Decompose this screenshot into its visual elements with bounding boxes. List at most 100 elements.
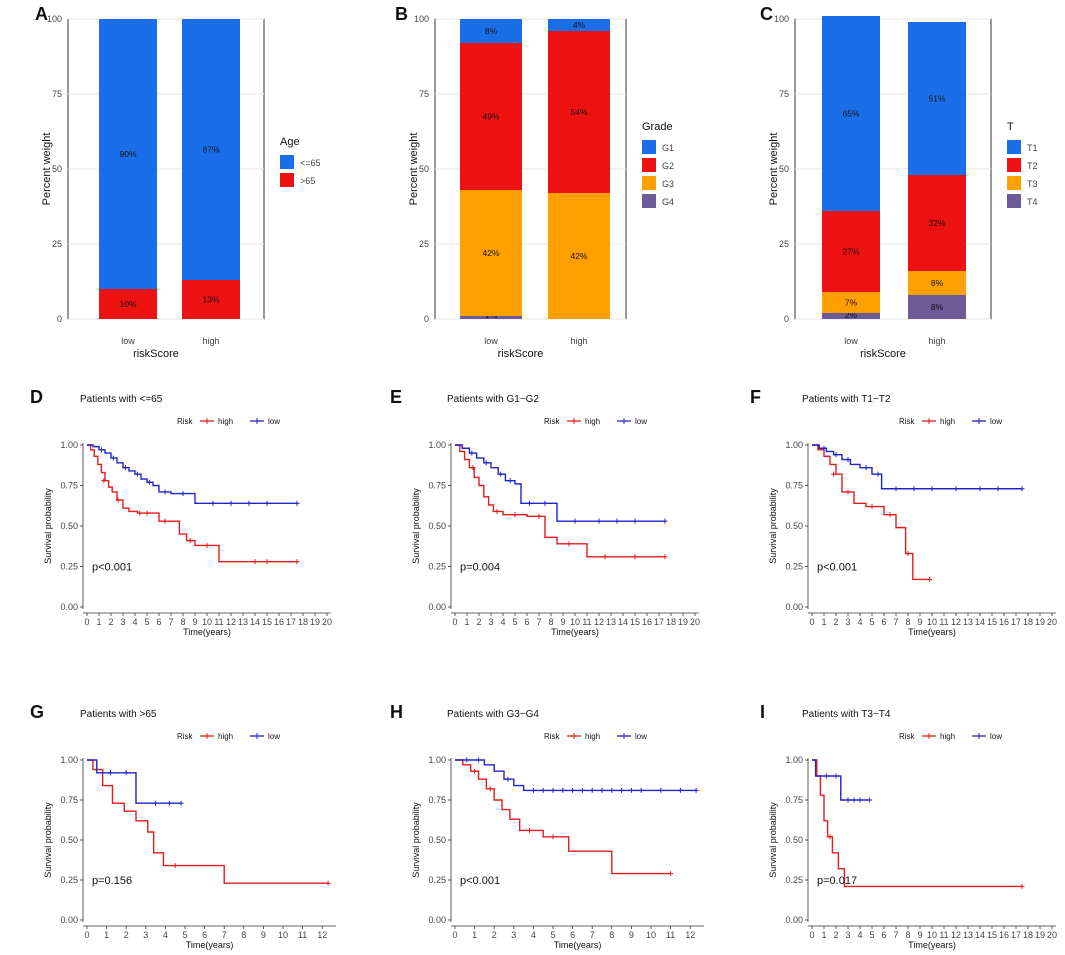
survival-curve-high <box>812 759 1022 888</box>
x-axis-title: Time(years) <box>183 627 231 637</box>
x-tick-label: 6 <box>881 930 886 940</box>
x-tick-label: 17 <box>654 617 664 627</box>
censor-mark <box>831 471 837 477</box>
censor-mark <box>472 768 478 774</box>
y-tick-label: 75 <box>779 89 789 99</box>
censor-mark <box>505 776 511 782</box>
y-tick-label: 0.00 <box>60 602 78 612</box>
legend-label: G2 <box>662 161 674 171</box>
y-axis-title: Survival probability <box>43 802 53 878</box>
censor-mark <box>98 447 104 453</box>
y-tick-label: 25 <box>52 239 62 249</box>
censor-mark <box>101 478 107 484</box>
x-tick-label: 6 <box>202 930 207 940</box>
panel-e: E Patients with G1−G2 Risk high low 0.00 0.25 0… <box>390 387 700 637</box>
x-tick-label: 4 <box>500 617 505 627</box>
data-label: 8% <box>931 278 944 288</box>
y-tick-label: 100 <box>47 14 62 24</box>
y-axis-title: Percent weight <box>41 133 53 206</box>
x-tick-label: 5 <box>550 930 555 940</box>
legend-swatch <box>1007 140 1021 154</box>
x-tick-label: 20 <box>1047 617 1057 627</box>
censor-mark <box>599 787 605 793</box>
censor-mark <box>632 554 638 560</box>
censor-mark <box>325 880 331 886</box>
censor-mark <box>869 504 875 510</box>
bar-segment <box>822 313 880 319</box>
x-tick-label: 2 <box>833 617 838 627</box>
x-tick-label: 0 <box>452 930 457 940</box>
y-tick-label: 25 <box>419 239 429 249</box>
data-label: 49% <box>482 112 499 122</box>
plot-title: Patients with G1−G2 <box>447 394 539 405</box>
y-tick-label: 0.50 <box>60 835 78 845</box>
censor-mark <box>172 863 178 869</box>
survival-curve-low <box>455 444 665 522</box>
x-tick-label: 11 <box>582 617 591 627</box>
x-tick-label: high <box>928 336 945 346</box>
legend-swatch <box>1007 158 1021 172</box>
legend-label: T4 <box>1027 197 1038 207</box>
x-tick-label: 10 <box>927 617 937 627</box>
censor-mark <box>662 518 668 524</box>
x-tick-label: 11 <box>214 617 223 627</box>
y-tick-label: 0.75 <box>428 795 446 805</box>
x-tick-label: 0 <box>84 930 89 940</box>
x-tick-label: 0 <box>452 617 457 627</box>
x-tick-label: 13 <box>606 617 616 627</box>
survival-curve-low <box>87 444 297 505</box>
data-label: 42% <box>482 248 499 258</box>
legend-label: T1 <box>1027 143 1038 153</box>
legend-title: Risk <box>544 732 561 741</box>
legend-label: T2 <box>1027 161 1038 171</box>
y-tick-label: 0.75 <box>60 795 78 805</box>
legend-label: T3 <box>1027 179 1038 189</box>
data-label: 65% <box>842 109 859 119</box>
y-tick-label: 0.25 <box>60 562 78 572</box>
y-tick-label: 50 <box>419 164 429 174</box>
survival-curve-high <box>812 444 930 581</box>
x-tick-label: 5 <box>869 930 874 940</box>
censor-mark <box>536 513 542 519</box>
p-value: p<0.001 <box>92 562 132 574</box>
legend-label: high <box>218 732 233 741</box>
bar-segment <box>548 193 610 319</box>
x-tick-label: 19 <box>1035 930 1045 940</box>
y-tick-label: 75 <box>52 89 62 99</box>
x-tick-label: 19 <box>310 617 320 627</box>
legend-label: G4 <box>662 197 674 207</box>
x-tick-label: 8 <box>609 930 614 940</box>
censor-mark <box>550 787 556 793</box>
data-label: 42% <box>570 251 587 261</box>
x-tick-label: 8 <box>548 617 553 627</box>
x-tick-label: 1 <box>104 930 109 940</box>
panel-b: B02550751001%42%49%8%low0%42%54%4%highri… <box>395 4 674 360</box>
y-tick-label: 1.00 <box>428 755 446 765</box>
censor-mark <box>596 518 602 524</box>
x-tick-label: 3 <box>143 930 148 940</box>
legend-swatch <box>280 155 294 169</box>
censor-mark <box>494 508 500 514</box>
x-tick-label: 5 <box>144 617 149 627</box>
bar-segment <box>548 19 610 31</box>
censor-mark <box>108 770 114 776</box>
censor-mark <box>483 460 489 466</box>
censor-mark <box>887 512 893 518</box>
censor-mark <box>827 834 833 840</box>
censor-mark <box>905 551 911 557</box>
x-tick-label: 2 <box>108 617 113 627</box>
x-tick-label: 8 <box>905 930 910 940</box>
x-tick-label: 8 <box>241 930 246 940</box>
x-tick-label: 18 <box>666 617 676 627</box>
y-tick-label: 0.50 <box>785 521 803 531</box>
survival-curve-low <box>812 444 1022 490</box>
x-tick-label: 16 <box>642 617 652 627</box>
x-tick-label: 7 <box>893 930 898 940</box>
legend-title: Grade <box>642 121 673 133</box>
x-tick-label: 13 <box>238 617 248 627</box>
censor-mark <box>668 871 674 877</box>
x-tick-label: low <box>121 336 135 346</box>
censor-mark <box>677 787 683 793</box>
x-tick-label: 15 <box>987 617 997 627</box>
x-tick-label: 1 <box>821 930 826 940</box>
